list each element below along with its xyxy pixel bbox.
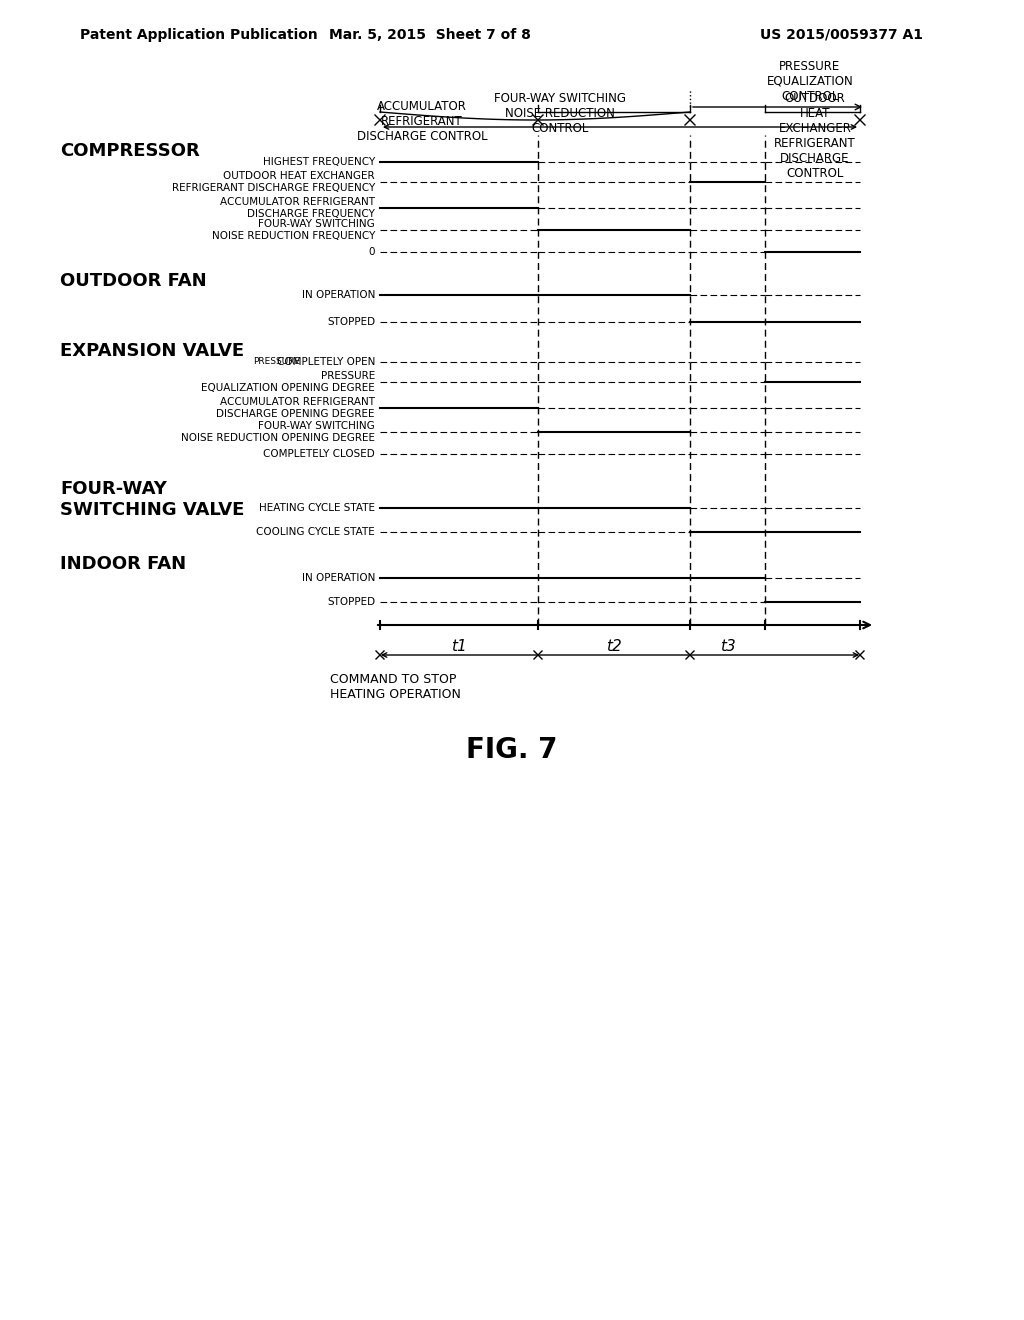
- Text: ACCUMULATOR REFRIGERANT
DISCHARGE OPENING DEGREE: ACCUMULATOR REFRIGERANT DISCHARGE OPENIN…: [216, 397, 375, 418]
- Text: PRESSURE
EQUALIZATION
CONTROL: PRESSURE EQUALIZATION CONTROL: [767, 59, 853, 103]
- Text: FOUR-WAY
SWITCHING VALVE: FOUR-WAY SWITCHING VALVE: [60, 480, 245, 519]
- Text: INDOOR FAN: INDOOR FAN: [60, 554, 186, 573]
- Text: COMMAND TO STOP
HEATING OPERATION: COMMAND TO STOP HEATING OPERATION: [330, 673, 461, 701]
- Text: FOUR-WAY SWITCHING
NOISE REDUCTION FREQUENCY: FOUR-WAY SWITCHING NOISE REDUCTION FREQU…: [212, 219, 375, 240]
- Text: COMPRESSOR: COMPRESSOR: [60, 143, 200, 160]
- Text: Patent Application Publication: Patent Application Publication: [80, 28, 317, 42]
- Text: Mar. 5, 2015  Sheet 7 of 8: Mar. 5, 2015 Sheet 7 of 8: [329, 28, 530, 42]
- Text: IN OPERATION: IN OPERATION: [302, 290, 375, 300]
- Text: COMPLETELY OPEN: COMPLETELY OPEN: [276, 356, 375, 367]
- Text: HIGHEST FREQUENCY: HIGHEST FREQUENCY: [263, 157, 375, 168]
- Text: US 2015/0059377 A1: US 2015/0059377 A1: [760, 28, 923, 42]
- Text: HEATING CYCLE STATE: HEATING CYCLE STATE: [259, 503, 375, 513]
- Text: COOLING CYCLE STATE: COOLING CYCLE STATE: [256, 527, 375, 537]
- Text: OUTDOOR FAN: OUTDOOR FAN: [60, 272, 207, 290]
- Text: STOPPED: STOPPED: [327, 317, 375, 327]
- Text: FOUR-WAY SWITCHING
NOISE REDUCTION
CONTROL: FOUR-WAY SWITCHING NOISE REDUCTION CONTR…: [494, 92, 626, 135]
- Text: ACCUMULATOR REFRIGERANT
DISCHARGE FREQUENCY: ACCUMULATOR REFRIGERANT DISCHARGE FREQUE…: [220, 197, 375, 219]
- Text: EXPANSION VALVE: EXPANSION VALVE: [60, 342, 244, 360]
- Text: OUTDOOR
HEAT
EXCHANGER
REFRIGERANT
DISCHARGE
CONTROL: OUTDOOR HEAT EXCHANGER REFRIGERANT DISCH…: [774, 92, 856, 180]
- Text: 0: 0: [369, 247, 375, 257]
- Text: OUTDOOR HEAT EXCHANGER
REFRIGERANT DISCHARGE FREQUENCY: OUTDOOR HEAT EXCHANGER REFRIGERANT DISCH…: [172, 172, 375, 193]
- Text: COMPLETELY CLOSED: COMPLETELY CLOSED: [263, 449, 375, 459]
- Text: PRESSURE: PRESSURE: [253, 358, 300, 367]
- Text: IN OPERATION: IN OPERATION: [302, 573, 375, 583]
- Text: t1: t1: [452, 639, 467, 653]
- Text: FOUR-WAY SWITCHING
NOISE REDUCTION OPENING DEGREE: FOUR-WAY SWITCHING NOISE REDUCTION OPENI…: [181, 421, 375, 442]
- Text: ACCUMULATOR
REFRIGERANT
DISCHARGE CONTROL: ACCUMULATOR REFRIGERANT DISCHARGE CONTRO…: [356, 100, 487, 143]
- Text: PRESSURE
EQUALIZATION OPENING DEGREE: PRESSURE EQUALIZATION OPENING DEGREE: [202, 371, 375, 393]
- Text: STOPPED: STOPPED: [327, 597, 375, 607]
- Text: t2: t2: [606, 639, 622, 653]
- Text: FIG. 7: FIG. 7: [466, 737, 558, 764]
- Text: t3: t3: [720, 639, 735, 653]
